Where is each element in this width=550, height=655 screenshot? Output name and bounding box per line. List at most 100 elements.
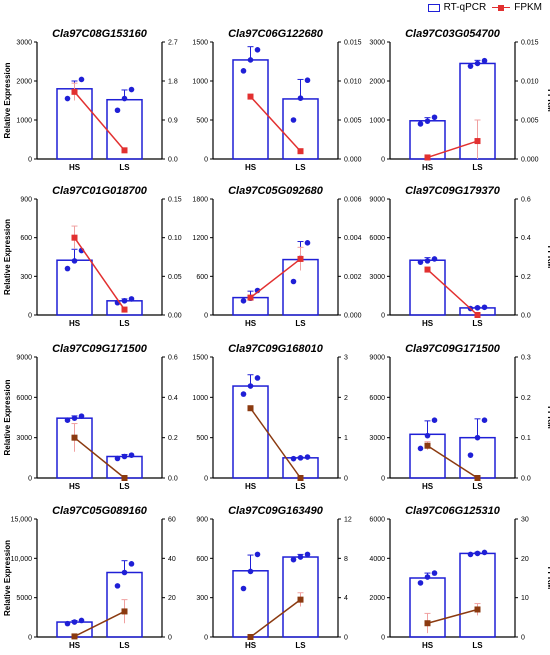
y2-tick-label: 0.6: [168, 355, 178, 362]
replicate-dot: [247, 568, 254, 575]
y-tick-label: 900: [20, 197, 32, 204]
fpkm-point: [121, 147, 128, 154]
chart-title: Cla97C05G092680: [228, 185, 324, 197]
y2-tick-label: 0.0: [521, 476, 531, 483]
fpkm-point: [474, 138, 481, 145]
y-axis-title: Relative Expression: [3, 219, 12, 295]
replicate-dot: [240, 391, 247, 397]
fpkm-point: [424, 442, 431, 449]
fpkm-line: [427, 445, 478, 479]
chart-panel-10: Cla97C05G089160 0 5000 10,000 15,000 0 20 40 60 R…: [3, 505, 176, 650]
y2-axis-title: FPKM: [546, 246, 550, 269]
replicate-dot: [290, 117, 297, 123]
y-tick-label: 0: [28, 313, 32, 320]
y2-tick-label: 0.2: [168, 435, 178, 442]
y-tick-label: 1000: [192, 79, 208, 86]
y2-axis-title: FPKM: [546, 89, 550, 112]
replicate-dot: [128, 86, 135, 93]
chart-panel-9: Cla97C09G171500 0 3000 6000 9000 0.0 0.1 0.2 0.3…: [369, 343, 550, 491]
replicate-dot: [467, 63, 474, 69]
y2-tick-label: 3: [344, 355, 348, 362]
y2-tick-label: 0.0: [168, 157, 178, 164]
replicate-dot: [417, 445, 424, 452]
y-tick-label: 5000: [16, 595, 32, 602]
y-tick-label: 6000: [369, 395, 385, 402]
y2-tick-label: 0.005: [521, 118, 539, 125]
x-tick-label: LS: [295, 641, 306, 650]
fpkm-point: [474, 312, 481, 318]
y-tick-label: 2000: [16, 79, 32, 86]
y2-tick-label: 40: [168, 556, 176, 563]
fpkm-line: [73, 237, 126, 311]
chart-title: Cla97C09G171500: [52, 343, 148, 355]
y2-tick-label: 0.4: [168, 395, 178, 402]
replicate-dot: [71, 258, 78, 264]
y2-tick-label: 0.002: [344, 274, 362, 281]
fpkm-point: [71, 434, 78, 441]
x-tick-label: LS: [295, 163, 306, 172]
replicate-dot: [290, 455, 297, 462]
x-tick-label: LS: [472, 319, 483, 328]
y-axis-title: Relative Expression: [3, 540, 12, 616]
fpkm-point: [71, 633, 78, 640]
legend-label-line: FPKM: [514, 2, 542, 13]
y-tick-label: 1000: [192, 395, 208, 402]
fpkm-point: [474, 475, 481, 481]
chart-title: Cla97C09G163490: [228, 505, 324, 517]
replicate-dot: [64, 417, 71, 423]
chart-panel-2: Cla97C06G122680 0 500 1000 1500 0.000 0.005 0.0…: [192, 28, 361, 172]
fpkm-line: [427, 140, 478, 159]
chart-panel-3: Cla97C03G054700 0 1000 2000 3000 0.000 0.005 0.…: [369, 28, 550, 172]
x-tick-label: HS: [245, 482, 257, 491]
replicate-dot: [474, 60, 481, 67]
fpkm-point: [247, 93, 254, 100]
replicate-dot: [467, 452, 474, 458]
y-tick-label: 0: [28, 476, 32, 483]
y-axis-title: Relative Expression: [3, 379, 12, 455]
replicate-dot: [247, 57, 254, 63]
x-tick-label: HS: [422, 641, 434, 650]
chart-panel-12: Cla97C06G125310 0 2000 4000 6000 0 10 20 30 FPKM H…: [369, 505, 550, 650]
x-tick-label: LS: [119, 319, 130, 328]
y2-tick-label: 0: [344, 476, 348, 483]
y-tick-label: 0: [204, 635, 208, 642]
y2-tick-label: 1.8: [168, 79, 178, 86]
y2-tick-label: 0.000: [344, 157, 362, 164]
replicate-dot: [71, 619, 78, 625]
y2-tick-label: 0.0: [521, 313, 531, 320]
y2-tick-label: 30: [521, 517, 529, 524]
y-tick-label: 0: [28, 157, 32, 164]
replicate-dot: [481, 57, 488, 64]
y2-tick-label: 20: [168, 595, 176, 602]
y-tick-label: 9000: [369, 355, 385, 362]
y-tick-label: 3000: [369, 40, 385, 47]
fpkm-point: [247, 634, 254, 640]
fpkm-point: [474, 606, 481, 613]
replicate-dot: [114, 583, 121, 589]
y-tick-label: 600: [196, 556, 208, 563]
x-tick-label: HS: [69, 641, 81, 650]
y2-tick-label: 0.000: [344, 313, 362, 320]
replicate-dot: [467, 551, 474, 558]
x-tick-label: LS: [295, 319, 306, 328]
y2-tick-label: 0.000: [521, 157, 539, 164]
legend-item-line: FPKM: [492, 2, 542, 13]
replicate-dot: [128, 296, 135, 302]
y-tick-label: 10,000: [11, 556, 33, 563]
replicate-dot: [64, 95, 71, 102]
replicate-dot: [297, 554, 304, 560]
y-tick-label: 600: [196, 274, 208, 281]
x-tick-label: HS: [245, 163, 257, 172]
chart-panel-11: Cla97C09G163490 0 300 600 900 0 4 8 12 HS LS: [196, 505, 352, 650]
replicate-dot: [304, 551, 311, 558]
y-tick-label: 2000: [369, 79, 385, 86]
fpkm-point: [297, 148, 304, 155]
y2-tick-label: 0.6: [521, 197, 531, 204]
replicate-dot: [424, 118, 431, 124]
y-tick-label: 6000: [369, 235, 385, 242]
x-tick-label: LS: [119, 641, 130, 650]
replicate-dot: [297, 455, 304, 461]
chart-panel-1: Cla97C08G153160 0 1000 2000 3000 0.0 0.9 1.8 2.7…: [3, 28, 178, 172]
y2-tick-label: 0.010: [521, 79, 539, 86]
fpkm-point: [121, 306, 128, 313]
